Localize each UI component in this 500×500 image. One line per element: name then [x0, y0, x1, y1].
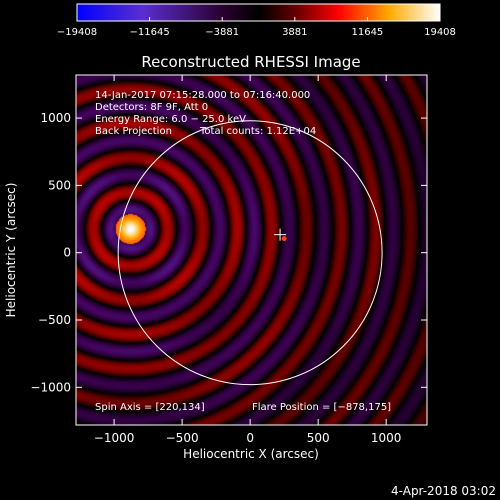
y-tick-label: 0 — [63, 246, 71, 260]
colorbar-tick-label: −3881 — [205, 27, 239, 38]
heatmap-image — [76, 75, 427, 425]
x-tick-label: 0 — [246, 431, 254, 445]
colorbar-tick-label: −11645 — [129, 27, 169, 38]
colorbar-gradient — [76, 3, 441, 22]
x-axis-label: Heliocentric X (arcsec) — [183, 447, 319, 461]
y-tick-label: −1000 — [30, 380, 71, 394]
y-tick-label: −500 — [38, 313, 71, 327]
x-tick-label: 1000 — [371, 431, 402, 445]
annotation-flare-position: Flare Position = [−878,175] — [252, 402, 391, 413]
x-tick-label: −500 — [166, 431, 199, 445]
plot-area: −1000 −500 0 500 1000 −1000 −500 0 500 1000 14-Ja… — [30, 74, 428, 445]
y-axis-label: Heliocentric Y (arcsec) — [4, 183, 18, 318]
y-tick-label: 500 — [48, 178, 71, 192]
annotation-detectors: Detectors: 8F 9F, Att 0 — [95, 102, 208, 113]
solar-disk-outline — [117, 120, 383, 386]
chart-title: Reconstructed RHESSI Image — [141, 53, 360, 71]
annotation-spin-axis: Spin Axis = [220,134] — [95, 402, 205, 413]
annotation-energy: Energy Range: 6.0 − 25.0 keV — [95, 114, 246, 125]
colorbar-tick-label: 11645 — [351, 27, 383, 38]
colorbar-tick-label: −19408 — [57, 27, 97, 38]
colorbar-tick-label: 3881 — [282, 27, 307, 38]
plot-frame — [75, 74, 428, 426]
x-tick-label: 500 — [307, 431, 330, 445]
annotation-method: Back Projection — [95, 126, 172, 137]
annotation-time-range: 14-Jan-2017 07:15:28.000 to 07:16:40.000 — [95, 90, 310, 101]
x-tick-label: −1000 — [94, 431, 135, 445]
spin-axis-marker — [274, 228, 287, 242]
y-tick-label: 1000 — [40, 111, 71, 125]
colorbar-tick-label: 19408 — [424, 27, 456, 38]
annotation-counts: Total counts: 1.12E+04 — [199, 126, 316, 137]
footer-date: 4-Apr-2018 03:02 — [391, 484, 496, 498]
colorbar: −19408 −11645 −3881 3881 11645 19408 — [57, 3, 456, 38]
